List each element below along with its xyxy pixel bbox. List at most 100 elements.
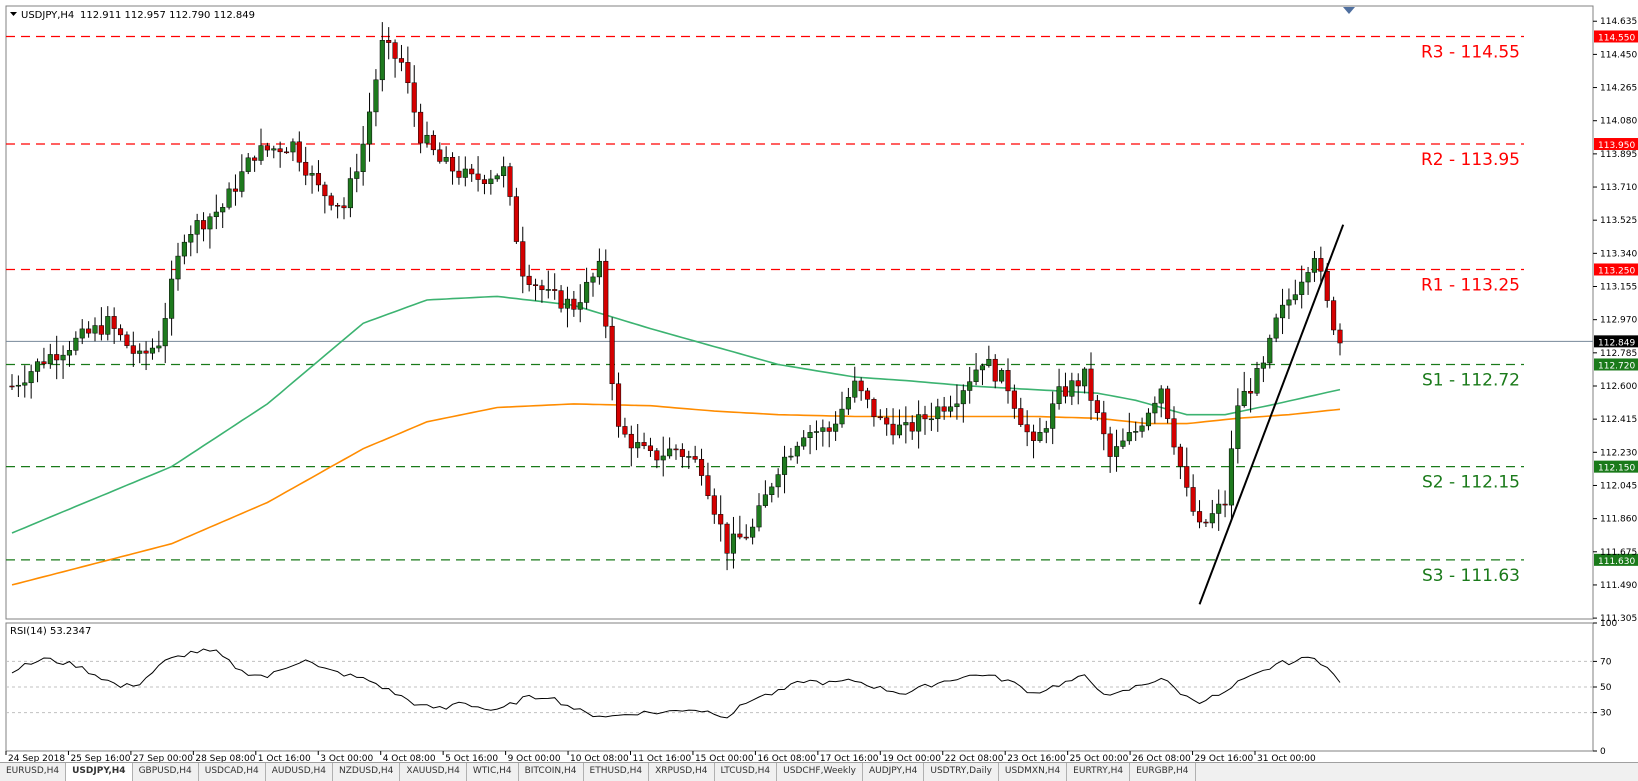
candle-bear [858,380,864,392]
candle-bull [290,141,296,153]
price-axis-tick-label: 114.635 [1600,17,1637,27]
shift-marker-icon[interactable] [1343,7,1355,14]
candle-bull [347,178,353,209]
symbol-tab[interactable]: GBPUSD,H4 [133,763,199,781]
chevron-down-icon[interactable] [10,12,17,16]
candle-bull [947,406,954,412]
level-label: S2 - 112.15 [1422,473,1520,493]
level-price-tag [1594,553,1638,566]
symbol-tab[interactable]: WTIC,H4 [467,763,519,781]
symbol-tab[interactable]: AUDJPY,H4 [863,763,925,781]
candle-bull [213,211,219,218]
level-price-tag-text: 113.950 [1598,141,1635,151]
symbol-tab[interactable]: BITCOIN,H4 [519,763,584,781]
candle-bull [1209,513,1215,524]
candle-bear [386,40,392,43]
candle-bull [354,171,360,179]
symbol-tab[interactable]: USDMXN,H4 [999,763,1068,781]
rsi-line [11,648,1341,719]
candle-bull [1311,258,1318,273]
level-price-tag [1594,138,1638,151]
candle-bear [1190,487,1196,512]
candle-bear [1030,431,1037,441]
symbol-tab[interactable]: XAUUSD,H4 [400,763,467,781]
candle-bull [1241,391,1247,407]
candle-bull [207,216,213,230]
rsi-axis-tick-label: 70 [1600,657,1612,667]
price-axis-tick-label: 114.450 [1600,50,1637,60]
candle-bull [22,382,28,386]
level-label: R1 - 113.25 [1421,275,1520,295]
candle-bull [935,406,941,420]
price-axis-tick-label: 114.265 [1600,84,1637,94]
candlestick-series [9,22,1343,571]
symbol-tab[interactable]: LTCUSD,H4 [715,763,778,781]
candle-bear [1331,300,1337,331]
time-axis-tick-label: 16 Oct 08:00 [757,754,816,762]
time-axis-tick-label: 22 Oct 08:00 [945,754,1004,762]
level-price-tag-text: 112.150 [1598,464,1635,474]
symbol-tab[interactable]: USDJPY,H4 [66,763,133,781]
candle-bull [181,241,187,257]
candle-bull [820,427,826,432]
candle-bear [9,385,15,388]
symbol-tab[interactable]: EURGBP,H4 [1130,763,1196,781]
candle-bear [322,184,328,197]
symbol-tab[interactable]: USDCAD,H4 [199,763,266,781]
symbol-tab[interactable]: USDCHF,Weekly [777,763,863,781]
current-price-tag-text: 112.849 [1598,338,1635,348]
candle-bear [1318,258,1324,272]
candle-bear [1094,400,1100,413]
candle-bear [328,195,334,206]
trend-line[interactable] [1198,224,1345,605]
price-axis-tick-label: 113.525 [1600,216,1637,226]
candle-bull [852,380,858,398]
symbol-tab[interactable]: ETHUSD,H4 [584,763,650,781]
price-axis-tick-label: 111.675 [1600,548,1637,558]
candle-bear [232,188,239,192]
candle-bear [411,82,417,113]
candle-bull [667,448,673,457]
time-axis-tick-label: 1 Oct 16:00 [258,754,311,762]
chart-header: USDJPY,H4 112.911 112.957 112.790 112.84… [10,10,255,21]
candle-bull [1216,503,1222,514]
symbol-tab[interactable]: XRPUSD,H4 [649,763,715,781]
candle-bull [1139,425,1145,432]
candle-bull [169,278,175,319]
time-axis-tick-label: 9 Oct 00:00 [508,754,561,762]
candle-bear [737,533,743,538]
candle-bear [711,495,717,515]
candle-bear [398,58,405,63]
candle-bull [973,369,979,382]
price-axis-tick-label: 111.490 [1600,581,1637,591]
candle-bull [1279,304,1286,319]
rsi-axis-tick-label: 0 [1600,747,1606,757]
candle-bull [73,337,79,351]
time-axis-tick-label: 4 Oct 08:00 [383,754,436,762]
symbol-tab[interactable]: USDTRY,Daily [924,763,999,781]
candle-bull [801,437,807,447]
time-axis-tick-label: 5 Oct 16:00 [445,754,498,762]
symbol-tab[interactable]: NZDUSD,H4 [333,763,401,781]
price-axis-tick-label: 111.305 [1600,614,1637,624]
candle-bull [373,79,379,113]
candle-bull [794,445,800,457]
ohlc-readout: 112.911 112.957 112.790 112.849 [80,10,255,21]
candle-bull [1267,337,1273,364]
candle-bull [1082,368,1088,387]
candle-bear [1101,412,1107,435]
candle-bear [277,148,283,153]
candle-bear [449,157,456,172]
level-price-tag-text: 111.630 [1598,557,1635,567]
candle-bull [60,354,66,361]
symbol-tab[interactable]: AUDUSD,H4 [266,763,333,781]
symbol-tab[interactable]: EURUSD,H4 [0,763,67,781]
symbol-tab[interactable]: EURTRY,H4 [1067,763,1131,781]
price-panel[interactable] [5,5,1594,620]
candle-bear [1075,380,1081,387]
candle-bull [903,422,909,426]
candle-bull [979,365,986,371]
chart-canvas[interactable]: R3 - 114.55 114.550 R2 - 113.95 113.950 R1 -… [0,0,1638,762]
candle-bear [992,358,998,382]
candle-bull [366,111,373,145]
